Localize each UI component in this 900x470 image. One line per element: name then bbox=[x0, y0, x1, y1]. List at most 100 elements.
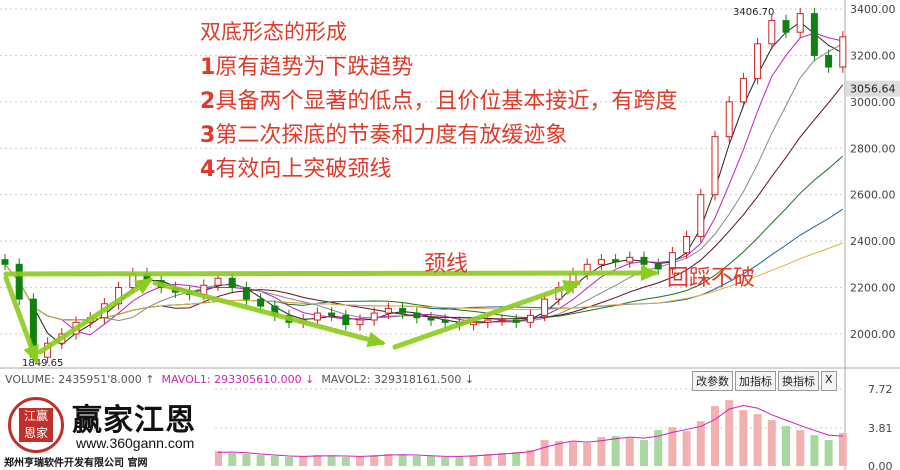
volume-bar bbox=[370, 455, 379, 466]
volume-tick-label: 3.81 bbox=[868, 422, 893, 435]
candle-body bbox=[1, 259, 9, 265]
volume-bar bbox=[313, 455, 322, 466]
candle-body bbox=[612, 259, 620, 263]
volume-bar bbox=[583, 443, 592, 466]
volume-bar bbox=[640, 440, 648, 466]
downtrend-arrow bbox=[3, 275, 39, 363]
candle-body bbox=[626, 256, 634, 263]
volume-bar bbox=[838, 433, 847, 466]
candle-body bbox=[654, 263, 662, 270]
moving-average-line bbox=[4, 32, 843, 336]
volume-bar bbox=[597, 437, 606, 466]
mavol2-value: MAVOL2: 329318161.500 ↓ bbox=[321, 373, 475, 386]
second-dip-arrow bbox=[152, 280, 385, 346]
volume-bar bbox=[654, 430, 663, 466]
logo: 江赢 恩家 赢家江恩 www.360gann.com 郑州亨瑞软件开发有限公司 官… bbox=[0, 391, 215, 470]
switch-indicator-button[interactable]: 换指标 bbox=[778, 371, 819, 391]
mavol-line bbox=[217, 404, 843, 457]
close-icon[interactable]: X bbox=[821, 371, 837, 391]
candle-body bbox=[242, 287, 250, 300]
candle-body bbox=[725, 101, 733, 138]
annotation-point-1: 1原有趋势为下跌趋势 bbox=[200, 55, 414, 80]
candle-body bbox=[427, 317, 435, 321]
price-tick-label: 3400.00 bbox=[850, 3, 896, 16]
annotation-title: 双底形态的形成 bbox=[200, 20, 347, 44]
second-dip-arrow-head bbox=[366, 331, 386, 348]
add-indicator-button[interactable]: 加指标 bbox=[735, 371, 776, 391]
candle-body bbox=[754, 43, 762, 80]
volume-bar bbox=[483, 454, 492, 466]
volume-bar bbox=[569, 442, 577, 466]
volume-bar bbox=[711, 406, 719, 466]
volume-bar bbox=[356, 456, 364, 466]
volume-bar bbox=[228, 453, 237, 466]
candle-body bbox=[711, 136, 719, 196]
seal-logo: 江赢 恩家 bbox=[8, 397, 64, 453]
candle-body bbox=[15, 263, 23, 300]
volume-bar bbox=[412, 456, 421, 466]
candle-body bbox=[413, 312, 421, 319]
volume-bar bbox=[725, 400, 734, 466]
volume-tick-label: 0.00 bbox=[868, 460, 893, 470]
candle-body bbox=[313, 312, 321, 321]
candle-body bbox=[739, 78, 747, 103]
volume-header: VOLUME: 2435951'8.000 ↑ MAVOL1: 29330561… bbox=[5, 373, 474, 386]
candle-body bbox=[498, 319, 506, 322]
candle-body bbox=[541, 298, 549, 316]
volume-bar bbox=[327, 456, 336, 466]
downtrend-arrow-head bbox=[23, 344, 39, 364]
high-price-label: 3406.70 bbox=[733, 7, 774, 18]
edit-params-button[interactable]: 改参数 bbox=[692, 371, 733, 391]
volume-bar bbox=[469, 455, 478, 466]
neckline-arrow-head bbox=[640, 265, 659, 282]
volume-bar bbox=[810, 435, 819, 466]
candle-body bbox=[668, 252, 676, 270]
rebound-arrow-head bbox=[133, 277, 154, 295]
candle-body bbox=[526, 314, 534, 323]
volume-bar bbox=[753, 414, 762, 466]
price-tick-label: 2800.00 bbox=[850, 142, 896, 155]
candle-body bbox=[214, 277, 222, 286]
candle-body bbox=[356, 319, 364, 326]
candle-body bbox=[796, 13, 804, 33]
mavol1-value: MAVOL1: 293305610.000 ↓ bbox=[161, 373, 315, 386]
price-tick-label: 2000.00 bbox=[850, 328, 896, 341]
candle-body bbox=[370, 312, 378, 321]
candle-body bbox=[683, 235, 691, 254]
candle-body bbox=[839, 36, 847, 68]
volume-bar bbox=[540, 440, 549, 466]
candle-body bbox=[228, 277, 236, 289]
candle-body bbox=[342, 314, 350, 326]
volume-bar bbox=[512, 452, 521, 466]
volume-bar bbox=[526, 450, 535, 466]
volume-bar bbox=[739, 410, 748, 466]
breakout-arrow-head bbox=[562, 280, 582, 296]
indicator-toolbar: 改参数 加指标 换指标 X bbox=[692, 371, 837, 391]
neckline-label: 颈线 bbox=[424, 252, 469, 277]
volume-bar bbox=[498, 453, 506, 466]
company-name: 郑州亨瑞软件开发有限公司 官网 bbox=[4, 458, 148, 469]
neckline-arrow bbox=[3, 270, 658, 277]
volume-bar bbox=[625, 438, 634, 466]
volume-bar bbox=[696, 421, 705, 466]
breakout-arrow bbox=[392, 280, 581, 350]
volume-bar bbox=[782, 426, 790, 466]
annotation-point-2: 2具备两个显著的低点，且价位基本接近，有跨度 bbox=[200, 89, 678, 114]
volume-value: VOLUME: 2435951'8.000 ↑ bbox=[5, 373, 155, 386]
price-tick-label: 2400.00 bbox=[850, 235, 896, 248]
candle-body bbox=[512, 319, 520, 323]
volume-bar bbox=[554, 441, 563, 466]
annotation-point-4: 4有效向上突破颈线 bbox=[200, 157, 392, 182]
volume-bar bbox=[214, 451, 222, 466]
candle-body bbox=[782, 20, 790, 33]
website-url: www.360gann.com bbox=[76, 435, 195, 451]
volume-bar bbox=[242, 454, 251, 466]
volume-tick-label: 7.72 bbox=[868, 383, 893, 396]
volume-bar bbox=[441, 457, 450, 466]
volume-bar bbox=[398, 455, 407, 466]
volume-bar bbox=[668, 427, 677, 466]
rebound-arrow bbox=[37, 277, 153, 355]
moving-average-line bbox=[4, 242, 843, 321]
candle-body bbox=[484, 319, 492, 323]
